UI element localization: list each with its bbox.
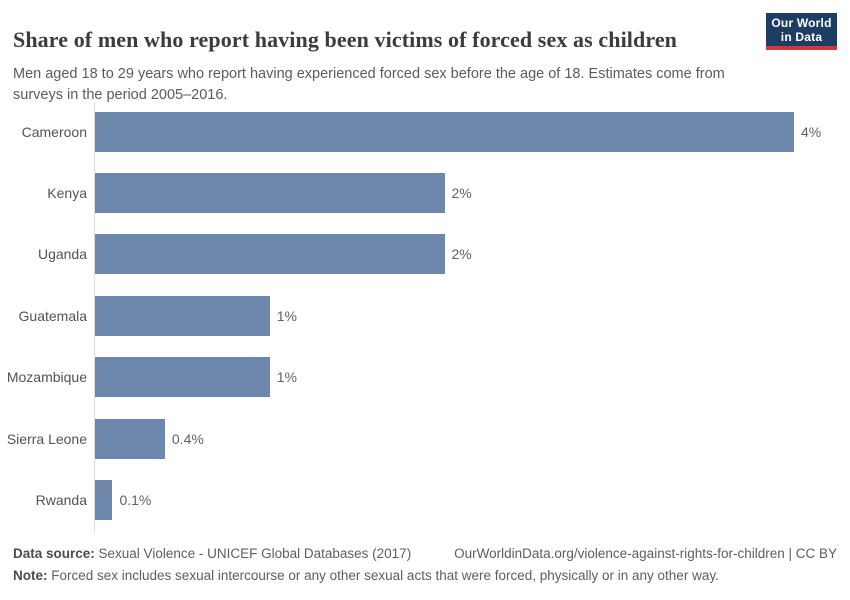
- value-label: 2%: [451, 246, 472, 263]
- note-label: Note:: [13, 568, 48, 583]
- value-label: 4%: [801, 123, 822, 140]
- country-label: Uganda: [37, 246, 87, 263]
- chart-row: Mozambique 1%: [0, 347, 850, 408]
- data-source-label: Data source:: [13, 546, 95, 561]
- country-label: Mozambique: [6, 369, 87, 386]
- note-text: Note: Forced sex includes sexual interco…: [13, 568, 719, 583]
- owid-logo-line1: Our World: [771, 15, 832, 30]
- chart-row: Uganda 2%: [0, 224, 850, 285]
- country-label: Rwanda: [35, 492, 87, 509]
- chart-footer: Data source: Sexual Violence - UNICEF Gl…: [13, 544, 837, 586]
- bar[interactable]: [95, 234, 445, 275]
- chart-row: Kenya 2%: [0, 162, 850, 223]
- value-label: 0.4%: [171, 430, 204, 447]
- bar[interactable]: [95, 480, 113, 521]
- owid-logo: Our World in Data: [766, 13, 837, 50]
- chart-row: Rwanda 0.1%: [0, 469, 850, 530]
- country-label: Cameroon: [21, 123, 87, 140]
- bar[interactable]: [95, 357, 270, 398]
- value-label: 0.1%: [119, 492, 152, 509]
- country-label: Sierra Leone: [6, 430, 87, 447]
- value-label: 2%: [451, 185, 472, 202]
- page-title: Share of men who report having been vict…: [13, 26, 678, 52]
- chart-row: Sierra Leone 0.4%: [0, 408, 850, 469]
- chart-subtitle: Men aged 18 to 29 years who report havin…: [13, 65, 725, 103]
- owid-logo-line2: in Data: [780, 29, 823, 44]
- data-source-text: Data source: Sexual Violence - UNICEF Gl…: [13, 544, 411, 563]
- value-label: 1%: [276, 369, 297, 386]
- chart-row: Cameroon 4%: [0, 101, 850, 162]
- note-value: Forced sex includes sexual intercourse o…: [47, 568, 719, 583]
- bar[interactable]: [95, 418, 165, 459]
- data-source-value: Sexual Violence - UNICEF Global Database…: [94, 546, 412, 561]
- bar[interactable]: [95, 295, 270, 336]
- attribution-link[interactable]: OurWorldinData.org/violence-against-righ…: [454, 546, 837, 561]
- country-label: Kenya: [47, 185, 87, 202]
- value-label: 1%: [276, 307, 297, 324]
- country-label: Guatemala: [18, 307, 87, 324]
- bar-chart: Cameroon 4% Kenya 2% Uganda 2% Guatemala…: [0, 101, 850, 533]
- chart-row: Guatemala 1%: [0, 285, 850, 346]
- y-axis-line: [94, 102, 95, 532]
- bar[interactable]: [95, 173, 445, 214]
- bar[interactable]: [95, 111, 794, 152]
- chart-rows: Cameroon 4% Kenya 2% Uganda 2% Guatemala…: [0, 101, 850, 531]
